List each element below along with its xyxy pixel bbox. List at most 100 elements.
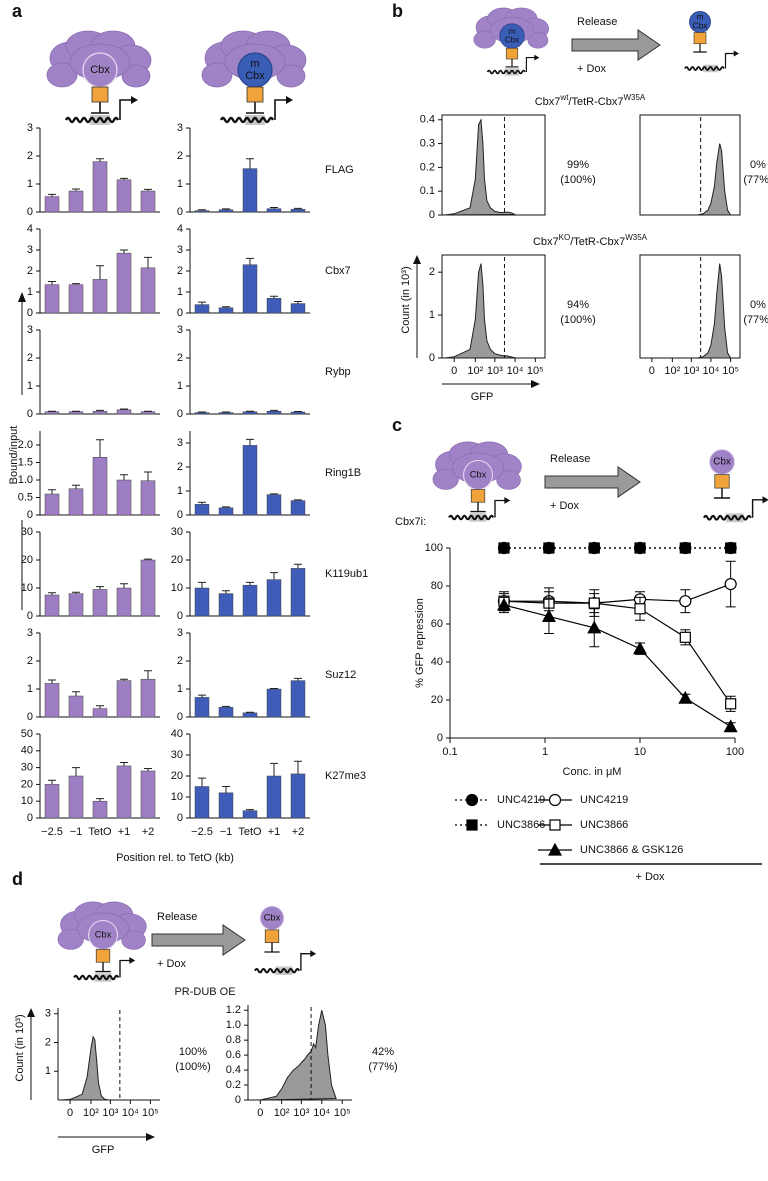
y-tick-label: 2 bbox=[27, 655, 33, 667]
diagram-label: Release bbox=[577, 16, 617, 28]
error-bar bbox=[198, 411, 206, 413]
x-tick-label: +1 bbox=[268, 826, 281, 838]
y-tick-label: 2.0 bbox=[18, 439, 33, 451]
title-part: Cbx7 bbox=[533, 236, 559, 248]
y-tick-label: 40 bbox=[21, 745, 33, 757]
bar bbox=[218, 706, 234, 718]
arrow-head bbox=[733, 50, 739, 57]
y-tick-label: 3 bbox=[27, 324, 33, 336]
dna bbox=[73, 974, 120, 981]
tether bbox=[713, 488, 731, 499]
protein-complex bbox=[201, 62, 233, 88]
teto-site bbox=[94, 973, 112, 982]
error-bar bbox=[144, 410, 152, 412]
x-tick-label: +1 bbox=[118, 826, 131, 838]
x-tick-label: +2 bbox=[142, 826, 155, 838]
marker bbox=[679, 595, 692, 608]
protein-complex bbox=[276, 64, 306, 88]
bar bbox=[44, 196, 60, 213]
arrow-head bbox=[504, 497, 511, 504]
error-bar bbox=[198, 581, 206, 588]
diagram-label: Release bbox=[157, 911, 197, 923]
bar bbox=[140, 770, 156, 819]
bar bbox=[44, 411, 60, 415]
diagram-label: + Dox bbox=[577, 63, 607, 75]
error-bar bbox=[96, 158, 104, 162]
error-bar bbox=[294, 563, 302, 569]
tether bbox=[246, 102, 264, 114]
x-tick-label: 10⁵ bbox=[142, 1107, 159, 1119]
diagram-label: Cbx7i: bbox=[395, 516, 426, 528]
error-bar bbox=[72, 484, 80, 489]
marker bbox=[541, 609, 556, 623]
x-tick-label: 10⁵ bbox=[334, 1107, 351, 1119]
x-tick-label: TetO bbox=[238, 826, 262, 838]
marker bbox=[725, 698, 737, 710]
error-bar bbox=[294, 300, 302, 304]
bar bbox=[92, 800, 108, 819]
y-tick-label: 30 bbox=[171, 526, 183, 538]
protein-complex bbox=[46, 62, 78, 88]
bar bbox=[194, 304, 210, 314]
chart-title: Cbx7wt/TetR-Cbx7W35A bbox=[535, 93, 646, 108]
cartoon: Cbx bbox=[703, 448, 768, 523]
bar bbox=[242, 168, 258, 213]
bar bbox=[116, 587, 132, 617]
y-tick-label: 1 bbox=[177, 683, 183, 695]
bar bbox=[242, 411, 258, 415]
x-axis-label: GFP bbox=[92, 1144, 115, 1156]
cbx-label: Cbx bbox=[713, 457, 731, 468]
y-tick-label: 3 bbox=[27, 244, 33, 256]
arrow-head bbox=[413, 255, 421, 264]
error-bar bbox=[270, 572, 278, 580]
bar bbox=[140, 411, 156, 415]
arrow-head bbox=[286, 96, 293, 104]
y-tick-label: 0 bbox=[27, 307, 33, 319]
y-tick-label: 2 bbox=[177, 352, 183, 364]
y-tick-label: 80 bbox=[431, 580, 443, 592]
bar bbox=[92, 279, 108, 314]
y-tick-label: 2 bbox=[177, 265, 183, 277]
x-tick-label: 10³ bbox=[487, 365, 503, 377]
bar bbox=[266, 208, 282, 213]
annotation: (100%) bbox=[560, 174, 595, 186]
y-tick-label: 10 bbox=[171, 582, 183, 594]
bar bbox=[218, 412, 234, 415]
y-tick-label: 1 bbox=[177, 286, 183, 298]
title-part: KO bbox=[559, 233, 571, 242]
tetr-block bbox=[246, 86, 264, 103]
error-bar bbox=[72, 591, 80, 594]
bar bbox=[68, 488, 84, 516]
y-tick-label: 2 bbox=[27, 352, 33, 364]
x-tick-label: 10² bbox=[664, 365, 680, 377]
x-tick-label: −1 bbox=[220, 826, 233, 838]
error-bar bbox=[120, 583, 128, 588]
error-bar bbox=[294, 410, 302, 413]
annotation: (77%) bbox=[743, 174, 768, 186]
x-tick-label: 10² bbox=[83, 1107, 99, 1119]
y-tick-label: 50 bbox=[21, 728, 33, 740]
y-tick-label: 0 bbox=[177, 509, 183, 521]
y-tick-label: 0 bbox=[429, 209, 435, 221]
marker bbox=[587, 620, 602, 634]
bar bbox=[218, 209, 234, 213]
arrow-head bbox=[131, 96, 138, 104]
y-tick-label: 3 bbox=[27, 122, 33, 134]
annotation: (100%) bbox=[560, 314, 595, 326]
cartoon: Cbx bbox=[46, 30, 152, 125]
bar bbox=[242, 264, 258, 314]
bar bbox=[92, 161, 108, 213]
error-bar bbox=[294, 677, 302, 681]
marker bbox=[634, 542, 646, 554]
y-tick-label: 10 bbox=[21, 795, 33, 807]
cbx-label: m bbox=[250, 58, 259, 70]
y-tick-label: 1.5 bbox=[18, 456, 33, 468]
error-bar bbox=[72, 188, 80, 191]
bar bbox=[92, 708, 108, 718]
error-bar bbox=[144, 767, 152, 771]
promoter-arrow bbox=[119, 99, 132, 120]
histogram-area bbox=[697, 143, 732, 216]
error-bar bbox=[48, 779, 56, 785]
y-tick-label: 2 bbox=[177, 150, 183, 162]
